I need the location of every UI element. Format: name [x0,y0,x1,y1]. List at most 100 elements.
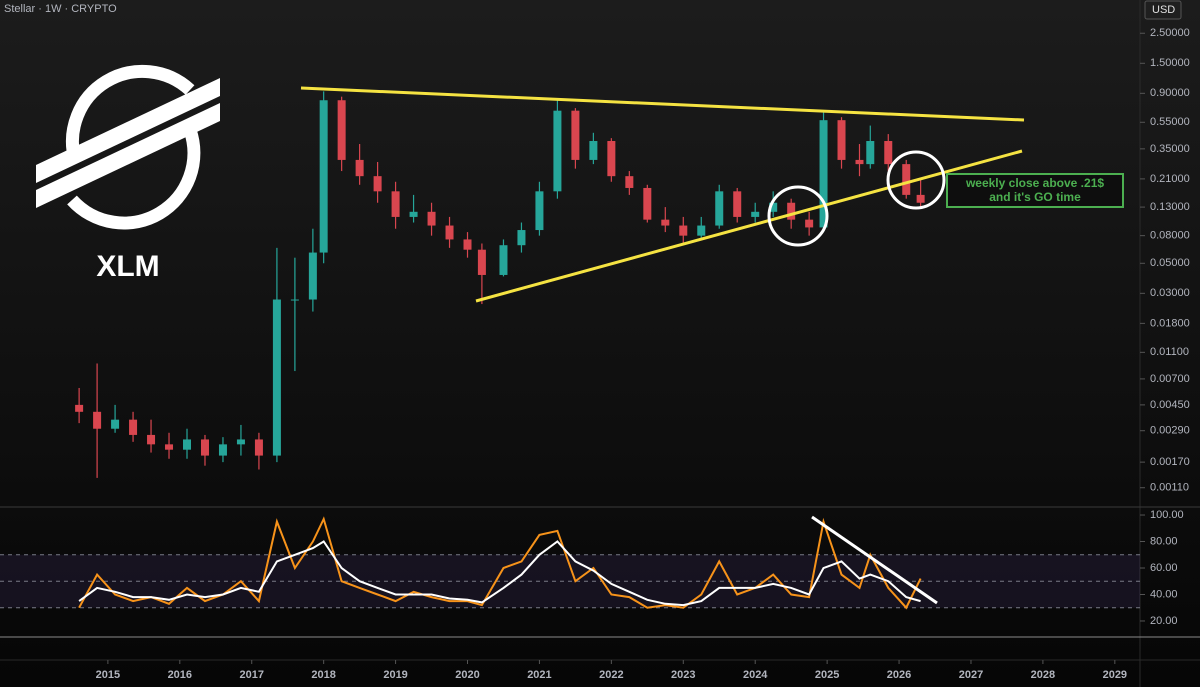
candle-body [589,141,598,160]
x-tick-label: 2015 [96,669,120,681]
x-tick-label: 2024 [743,669,768,681]
logo-band [36,103,220,208]
candle-body [147,434,156,445]
candle-body [715,191,724,226]
x-tick-label: 2016 [168,669,192,681]
x-tick-label: 2018 [311,669,335,681]
candle-body [643,187,652,220]
candle-body [445,225,454,240]
highlight-circle [886,150,946,210]
candle-body [884,141,893,165]
marks: 2.50000 1.50000 0.90000 0.55000 0.35000 0.210… [75,27,1190,681]
candle-body [697,225,706,236]
candle-body [165,444,174,450]
annotation-text: weekly close above .21$ [965,176,1104,190]
candle-body [916,194,925,203]
candle-body [319,100,328,253]
y-tick-label: 100.00 [1150,509,1184,521]
candle-body [607,141,616,177]
x-tick-label: 2020 [455,669,479,681]
candle-body [355,159,364,177]
candle-body [625,176,634,188]
y-tick-label: 0.01100 [1150,346,1189,358]
y-tick-label: 0.35000 [1150,143,1190,155]
candle-body [679,225,688,236]
y-tick-label: 1.50000 [1150,57,1190,69]
x-tick-label: 2023 [671,669,695,681]
candle-body [837,120,846,160]
candle-body [427,211,436,226]
x-tick-label: 2017 [239,669,263,681]
candle-body [218,444,227,456]
y-tick-label: 0.01800 [1150,317,1190,329]
logo-arc [67,127,201,230]
rsi-trendline [811,515,938,605]
y-tick-label: 80.00 [1150,535,1178,547]
candle-body [200,439,209,456]
candle-body [499,245,508,275]
candle-body [571,110,580,160]
candle-body [272,299,281,456]
currency: USD [1152,4,1175,16]
candle-body [75,404,84,412]
y-tick-label: 0.00110 [1150,482,1189,494]
candle-body [819,120,828,228]
candle-body [769,202,778,212]
y-tick-label: 0.00700 [1150,373,1190,385]
symbol-title: Stellar · 1W · CRYPTO [4,3,117,15]
y-tick-label: 60.00 [1150,562,1178,574]
candle-body [477,249,486,275]
candle-body [254,439,263,456]
y-tick-label: 0.55000 [1150,116,1190,128]
x-tick-label: 2026 [887,669,911,681]
candle-body [93,411,102,429]
candle-body [553,110,562,192]
annotation-box [946,173,1124,208]
candle-body [661,219,670,226]
candle-body [805,219,814,228]
y-tick-label: 20.00 [1150,615,1178,627]
candle-body [183,439,192,450]
candle-body [373,176,382,192]
logo-text: XLM [96,250,159,283]
y-tick-label: 40.00 [1150,588,1178,600]
y-tick-label: 0.13000 [1150,201,1190,213]
highlight-circle [767,185,829,247]
currency-badge [1144,0,1182,20]
candle-body [409,211,418,217]
candle-body [751,211,760,217]
y-tick-label: 0.08000 [1150,230,1190,242]
candle-body [855,159,864,165]
y-tick-label: 2.50000 [1150,27,1190,39]
y-tick-label: 0.21000 [1150,173,1190,185]
y-tick-label: 0.00170 [1150,456,1190,468]
candle-body [787,202,796,220]
candle-body [111,419,120,429]
candle-body [337,100,346,160]
x-tick-label: 2021 [527,669,551,681]
trendline [475,149,1023,303]
candle-body [308,252,317,300]
candle-body [902,164,911,195]
logo-band [36,78,220,183]
x-tick-label: 2029 [1103,669,1127,681]
candle-body [733,191,742,217]
candle-body [535,191,544,231]
y-tick-label: 0.90000 [1150,87,1190,99]
x-tick-label: 2022 [599,669,623,681]
trendline [300,86,1025,122]
y-tick-label: 0.00450 [1150,399,1190,411]
candle-body [129,419,138,435]
x-tick-label: 2025 [815,669,839,681]
annotation-text: and it's GO time [989,190,1081,204]
stellar-logo [66,64,201,230]
rsi-line [78,540,921,607]
candle-body [866,141,875,165]
x-tick-label: 2027 [959,669,983,681]
x-tick-label: 2028 [1031,669,1055,681]
y-tick-label: 0.03000 [1150,287,1190,299]
candle-body [463,239,472,250]
candle-body [517,230,526,246]
x-tick-label: 2019 [383,669,407,681]
